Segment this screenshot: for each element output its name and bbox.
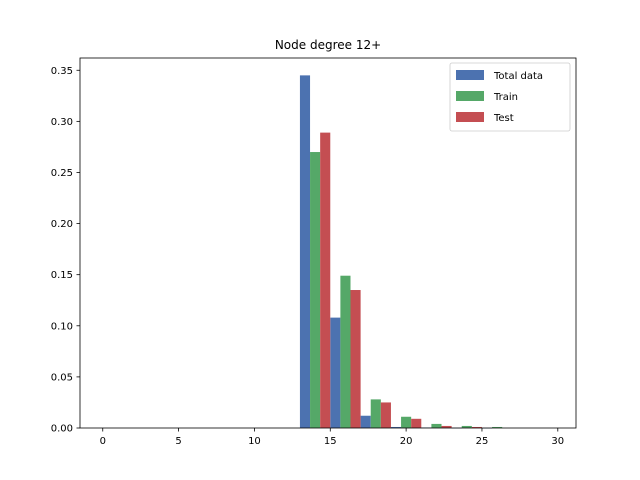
legend-swatch (456, 112, 484, 122)
bar-train (431, 423, 442, 428)
legend: Total data Train Test (449, 62, 571, 132)
x-tick-label: 0 (100, 436, 106, 447)
legend-label: Total data (493, 71, 543, 82)
bar-train (310, 152, 321, 428)
bar-total-data (330, 317, 341, 428)
x-tick-label: 15 (324, 436, 337, 447)
bar-test (441, 425, 452, 428)
y-tick-label: 0.25 (51, 168, 73, 179)
bar-train (461, 425, 472, 428)
y-tick-label: 0.15 (51, 270, 73, 281)
bar-total-data (390, 426, 402, 428)
y-tick-label: 0.05 (51, 372, 73, 383)
bars-layer (299, 75, 503, 429)
legend-swatch (456, 91, 484, 101)
bar-test (350, 290, 361, 428)
x-tick-label: 30 (551, 436, 564, 447)
y-tick-label: 0.00 (51, 424, 73, 435)
bar-total-data (360, 415, 371, 428)
y-tick-label: 0.35 (51, 66, 73, 77)
axes-frame (79, 57, 577, 429)
bar-test (471, 426, 482, 428)
bar-train (340, 275, 351, 428)
ticks-layer: 0 5 10 15 20 25 30 0.00 0.05 0.10 0.15 0.20 0.25 0.30… (51, 66, 564, 447)
legend-swatch (456, 70, 484, 80)
x-tick-label: 20 (400, 436, 413, 447)
bar-train (492, 426, 503, 428)
bar-test (411, 418, 422, 428)
y-tick-label: 0.10 (51, 321, 73, 332)
bar-total-data (299, 75, 311, 428)
bar-test (380, 402, 391, 428)
x-tick-label: 10 (248, 436, 261, 447)
chart-title: Node degree 12+ (275, 38, 381, 52)
bar-train (401, 416, 412, 428)
legend-label: Train (493, 92, 518, 103)
x-tick-label: 5 (175, 436, 181, 447)
y-tick-label: 0.20 (51, 219, 73, 230)
bar-train (370, 399, 381, 428)
x-tick-label: 25 (476, 436, 489, 447)
bar-test (320, 132, 331, 428)
y-tick-label: 0.30 (51, 117, 73, 128)
legend-label: Test (493, 113, 514, 124)
